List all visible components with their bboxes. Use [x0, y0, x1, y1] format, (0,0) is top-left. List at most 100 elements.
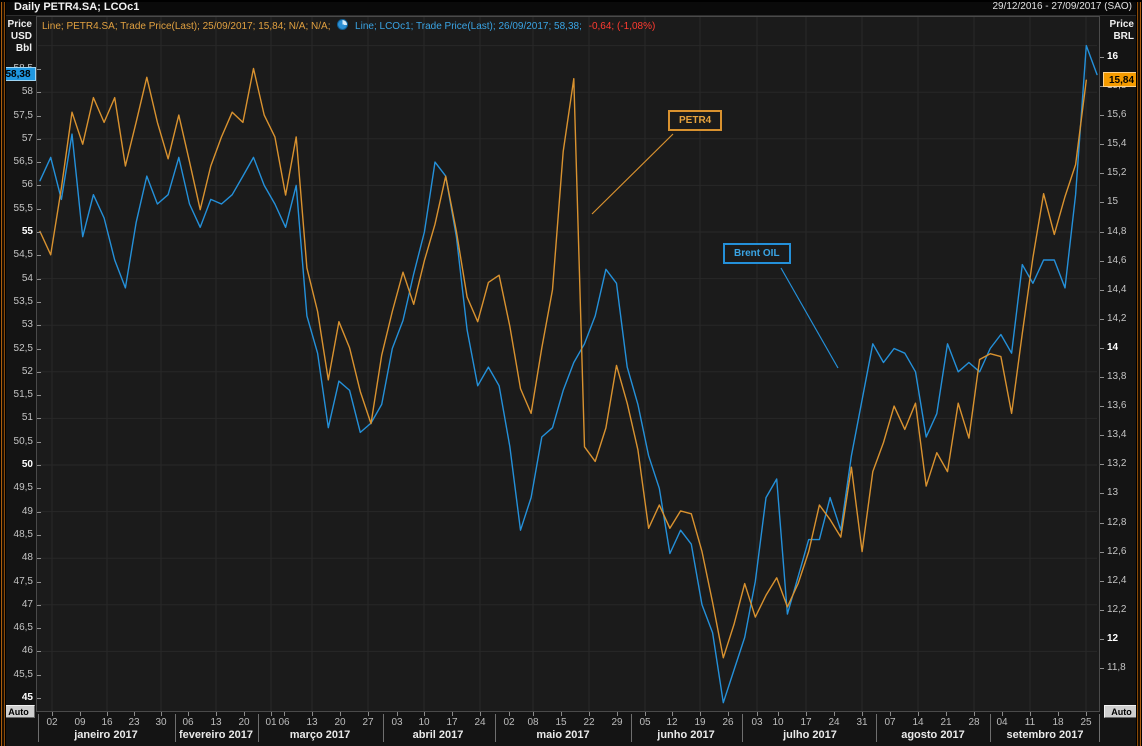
chart-title: Daily PETR4.SA; LCOc1 [14, 1, 140, 13]
left-axis-tick: 54,5 [13, 249, 33, 261]
day-tick-label: 07 [884, 717, 896, 728]
right-axis-tick: 14,6 [1107, 254, 1127, 266]
left-axis-tick: 50,5 [13, 435, 33, 447]
day-tick-mark [1030, 712, 1031, 716]
right-axis-tick: 14 [1107, 341, 1119, 353]
right-axis-tick-mark [1100, 435, 1104, 437]
left-axis-tick-mark [37, 138, 41, 140]
day-tick-label: 20 [334, 717, 346, 728]
right-axis-tick: 13,8 [1107, 371, 1127, 382]
right-axis-tick-mark [1100, 580, 1104, 582]
day-tick-label: 03 [751, 717, 763, 728]
day-tick-mark [946, 712, 947, 716]
day-tick-label: 08 [527, 717, 539, 728]
right-axis-title: Price BRL [1109, 19, 1134, 42]
legend-petr4[interactable]: Line; PETR4.SA; Trade Price(Last); 25/09… [42, 21, 331, 32]
plot-area[interactable] [36, 16, 1100, 712]
day-tick-mark [918, 712, 919, 716]
day-tick-mark [778, 712, 779, 716]
left-axis-tick: 46 [21, 645, 33, 657]
right-axis-tick-mark [1100, 406, 1104, 408]
month-separator [175, 714, 176, 742]
right-axis-tick: 12,6 [1107, 545, 1127, 557]
right-axis-tick: 11,8 [1107, 662, 1126, 673]
left-axis-tick: 49 [21, 505, 33, 517]
day-tick-label: 12 [666, 717, 678, 728]
left-axis-tick-mark [37, 371, 41, 373]
left-axis-tick: 53,5 [13, 295, 33, 307]
right-axis-tick-mark [1100, 522, 1104, 524]
day-tick-mark [974, 712, 975, 716]
left-axis-tick: 49,5 [13, 482, 33, 494]
month-label: janeiro 2017 [74, 729, 138, 741]
day-tick-mark [645, 712, 646, 716]
left-axis-tick-mark [37, 465, 41, 466]
title-bar: Daily PETR4.SA; LCOc1 29/12/2016 - 27/09… [0, 0, 1142, 16]
window-frame-bottom [0, 0, 1142, 2]
left-axis-tick-mark [37, 255, 41, 257]
day-tick-mark [161, 712, 162, 716]
left-axis-tick-mark [37, 534, 41, 536]
annotation-brent-oil[interactable]: Brent OIL [723, 243, 791, 264]
day-tick-label: 18 [1052, 717, 1064, 728]
right-axis-tick-mark [1100, 202, 1104, 204]
day-tick-mark [561, 712, 562, 716]
legend-bar: Line; PETR4.SA; Trade Price(Last); 25/09… [42, 19, 655, 32]
left-axis-tick: 52 [21, 365, 33, 377]
day-tick-label: 04 [996, 717, 1008, 728]
right-axis-tick: 15,2 [1107, 167, 1127, 179]
right-axis-tick-mark [1100, 609, 1104, 611]
right-axis-tick: 12 [1107, 632, 1119, 644]
right-axis-tick: 13,4 [1107, 429, 1127, 441]
day-tick-label: 15 [555, 717, 567, 728]
month-label: agosto 2017 [901, 729, 965, 741]
right-axis-tick-mark [1100, 347, 1104, 349]
left-axis-tick: 58 [21, 86, 33, 98]
month-label: junho 2017 [657, 729, 715, 741]
day-tick-mark [890, 712, 891, 716]
left-axis-tick-mark [37, 674, 41, 676]
left-axis-tick-mark [37, 232, 41, 233]
month-separator [258, 714, 259, 742]
day-tick-label: 23 [128, 717, 140, 728]
right-axis-auto-button[interactable]: Auto [1104, 705, 1139, 718]
left-axis-tick: 51 [21, 412, 33, 424]
day-tick-label: 17 [446, 717, 458, 728]
day-tick-mark [271, 712, 272, 716]
day-tick-label: 10 [418, 717, 430, 728]
series-line-petr4[interactable] [39, 67, 1088, 659]
day-tick-mark [533, 712, 534, 716]
right-axis-tick-mark [1100, 115, 1104, 117]
day-tick-label: 21 [940, 717, 952, 728]
right-axis-tick: 15 [1107, 196, 1119, 208]
left-axis-tick-mark [37, 488, 41, 490]
month-separator [1099, 714, 1100, 742]
left-axis-title: Price USD Bbl [7, 19, 32, 54]
day-tick-mark [862, 712, 863, 716]
month-separator [383, 714, 384, 742]
day-tick-label: 02 [503, 717, 515, 728]
date-range: 29/12/2016 - 27/09/2017 (SAO) [992, 1, 1132, 12]
left-axis-tick-mark [37, 628, 41, 630]
right-axis-tick: 12,2 [1107, 603, 1127, 615]
left-axis-tick: 51,5 [13, 389, 33, 401]
left-axis-tick: 48 [21, 552, 33, 564]
day-tick-label: 19 [694, 717, 706, 728]
left-axis-tick: 47,5 [13, 575, 33, 587]
right-axis-tick-mark [1100, 377, 1104, 378]
day-tick-label: 30 [155, 717, 167, 728]
instrument-refresh-icon [337, 19, 349, 30]
left-axis-tick-mark [37, 441, 41, 443]
day-tick-mark [617, 712, 618, 716]
annotation-petr4[interactable]: PETR4 [668, 110, 723, 131]
right-axis-tick: 14,8 [1107, 225, 1127, 237]
right-axis-tick: 15,4 [1107, 138, 1127, 150]
series-line-brent-oil[interactable] [39, 44, 1098, 704]
left-axis-tick: 45,5 [13, 668, 33, 680]
left-axis-tick: 56,5 [13, 156, 33, 168]
right-axis-tick-mark [1100, 668, 1104, 669]
left-axis-tick-mark [37, 418, 41, 420]
left-axis-auto-button[interactable]: Auto [2, 705, 35, 718]
legend-lco[interactable]: Line; LCOc1; Trade Price(Last); 26/09/20… [355, 21, 582, 32]
